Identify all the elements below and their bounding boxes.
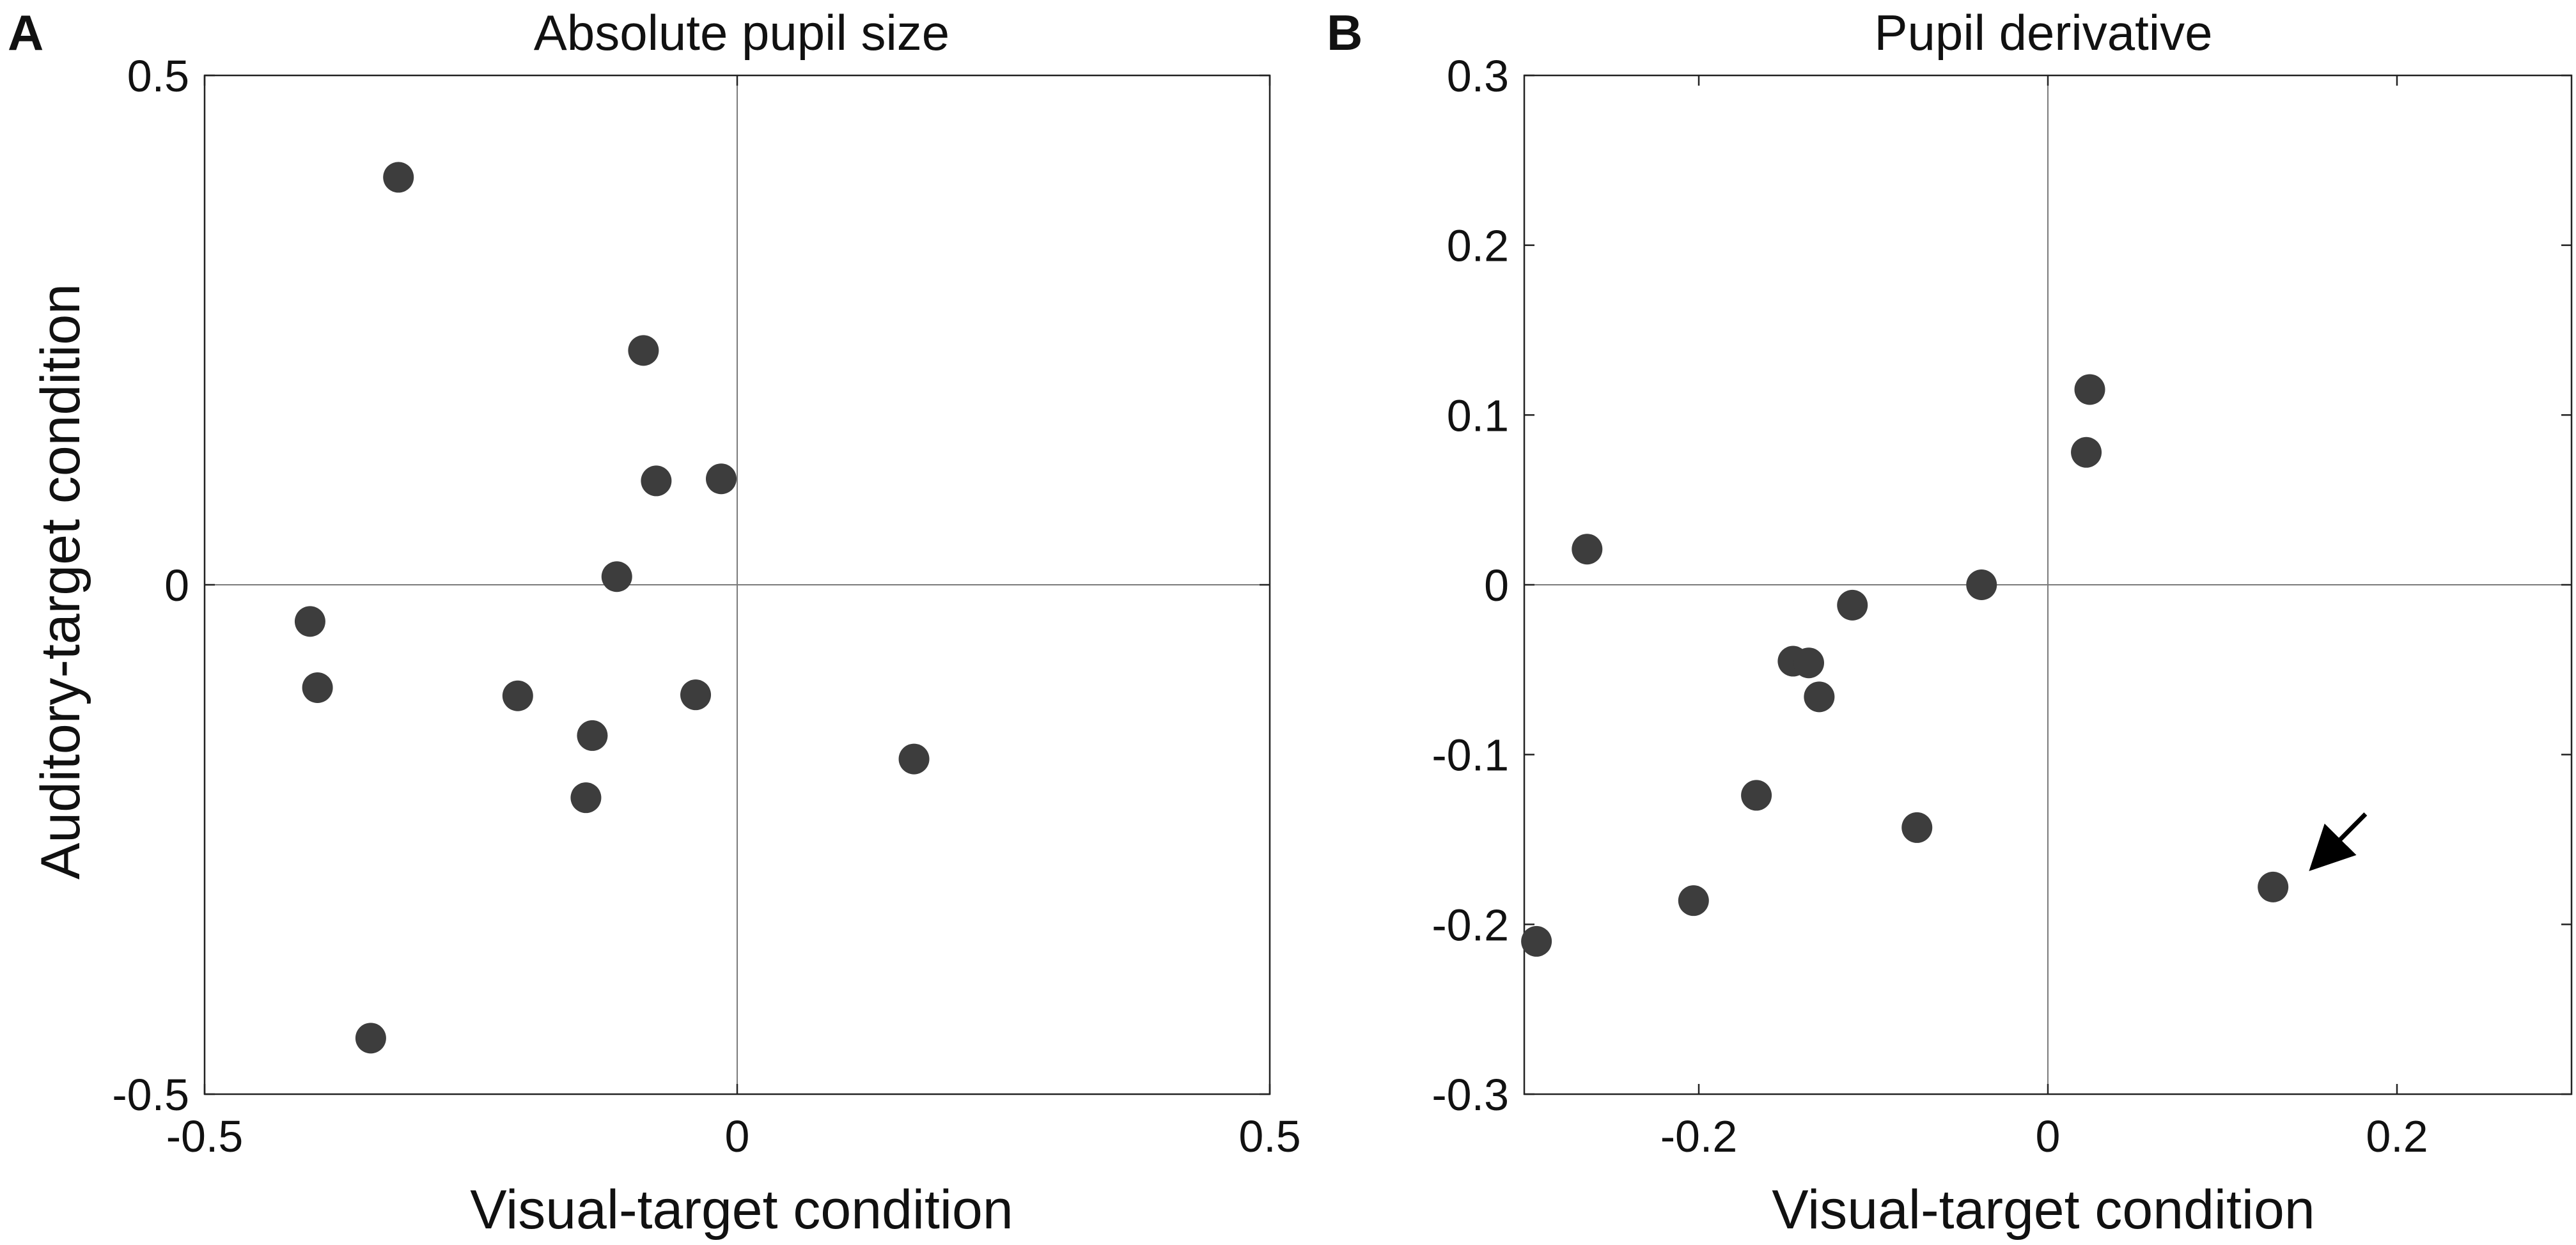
panel-a-data-point: [577, 720, 608, 751]
panel-b-data-point: [2074, 374, 2105, 405]
panel-b-x-tick-label: 0: [2036, 1111, 2061, 1161]
panel-b-title: Pupil derivative: [1875, 4, 2213, 61]
panel-b-y-tick-label: -0.1: [1432, 731, 1509, 780]
panel-a-data-point: [355, 1023, 386, 1054]
panel-b-chart: B Pupil derivative Visual-target conditi…: [1327, 4, 2573, 1241]
panel-a-xlabel: Visual-target condition: [470, 1179, 1013, 1241]
panel-a-chart: A Absolute pupil size Visual-target cond…: [8, 4, 1301, 1241]
panel-b-y-tick-label: 0: [1484, 561, 1509, 610]
panel-b-xlabel: Visual-target condition: [1772, 1179, 2314, 1241]
panel-a-letter: A: [8, 4, 43, 61]
panel-b-data-point: [2071, 437, 2102, 468]
panel-a-x-tick-label: -0.5: [166, 1111, 244, 1161]
panel-b-data-point: [1837, 589, 1868, 621]
panel-a-data-point: [680, 679, 712, 711]
panel-a-data-point: [294, 606, 325, 637]
panel-a-x-tick-label: 0.5: [1238, 1111, 1300, 1161]
panel-b-axes: -0.2 0 0.2 -0.3 -0.2 -0.1 0 0.1 0.2 0.3: [1432, 51, 2573, 1161]
panel-b-arrow-annotation: [2309, 812, 2368, 871]
panel-b-x-tick-label: -0.2: [1660, 1111, 1738, 1161]
panel-b-data-point: [1793, 647, 1824, 679]
panel-b-y-tick-label: 0.1: [1447, 391, 1509, 440]
panel-a-data-point: [502, 680, 533, 711]
panel-b-data-point: [1678, 885, 1709, 916]
panel-b-letter: B: [1327, 4, 1362, 61]
panel-b-points: [1521, 374, 2289, 957]
panel-a-data-point: [641, 465, 672, 497]
panel-a-y-tick-label: 0: [164, 561, 189, 610]
panel-b-x-tick-label: 0.2: [2366, 1111, 2428, 1161]
panel-b-y-tick-label: 0.2: [1447, 221, 1509, 271]
panel-a-data-point: [628, 335, 659, 366]
panel-b-annotations: [2309, 812, 2368, 871]
panel-b-data-point: [1804, 681, 1835, 713]
panel-b-data-point: [1521, 925, 1552, 957]
panel-a-data-point: [570, 782, 602, 814]
panel-a-x-tick-label: 0: [725, 1111, 750, 1161]
panel-a-data-point: [601, 561, 632, 592]
panel-b-y-tick-label: -0.2: [1432, 900, 1509, 950]
panel-b-data-point: [2258, 871, 2289, 902]
panel-a-points: [294, 162, 930, 1054]
panel-b-y-tick-label: 0.3: [1447, 51, 1509, 101]
panel-b-data-point: [1901, 812, 1933, 843]
panel-b-data-point: [1741, 780, 1772, 811]
panel-b-data-point: [1572, 534, 1603, 565]
panel-a-data-point: [898, 743, 930, 775]
panel-b-y-tick-label: -0.3: [1432, 1070, 1509, 1120]
panel-a-data-point: [302, 672, 333, 703]
panel-a-y-tick-label: -0.5: [112, 1070, 189, 1120]
panel-b-data-point: [1966, 569, 1997, 600]
panel-a-axes: -0.5 0 0.5 -0.5 0 0.5: [112, 51, 1300, 1161]
panel-a-ylabel: Auditory-target condition: [30, 284, 91, 879]
panel-a-data-point: [383, 162, 414, 193]
panel-a-y-tick-label: 0.5: [127, 51, 189, 101]
panel-a-data-point: [706, 463, 737, 495]
panel-a-title: Absolute pupil size: [534, 4, 949, 61]
